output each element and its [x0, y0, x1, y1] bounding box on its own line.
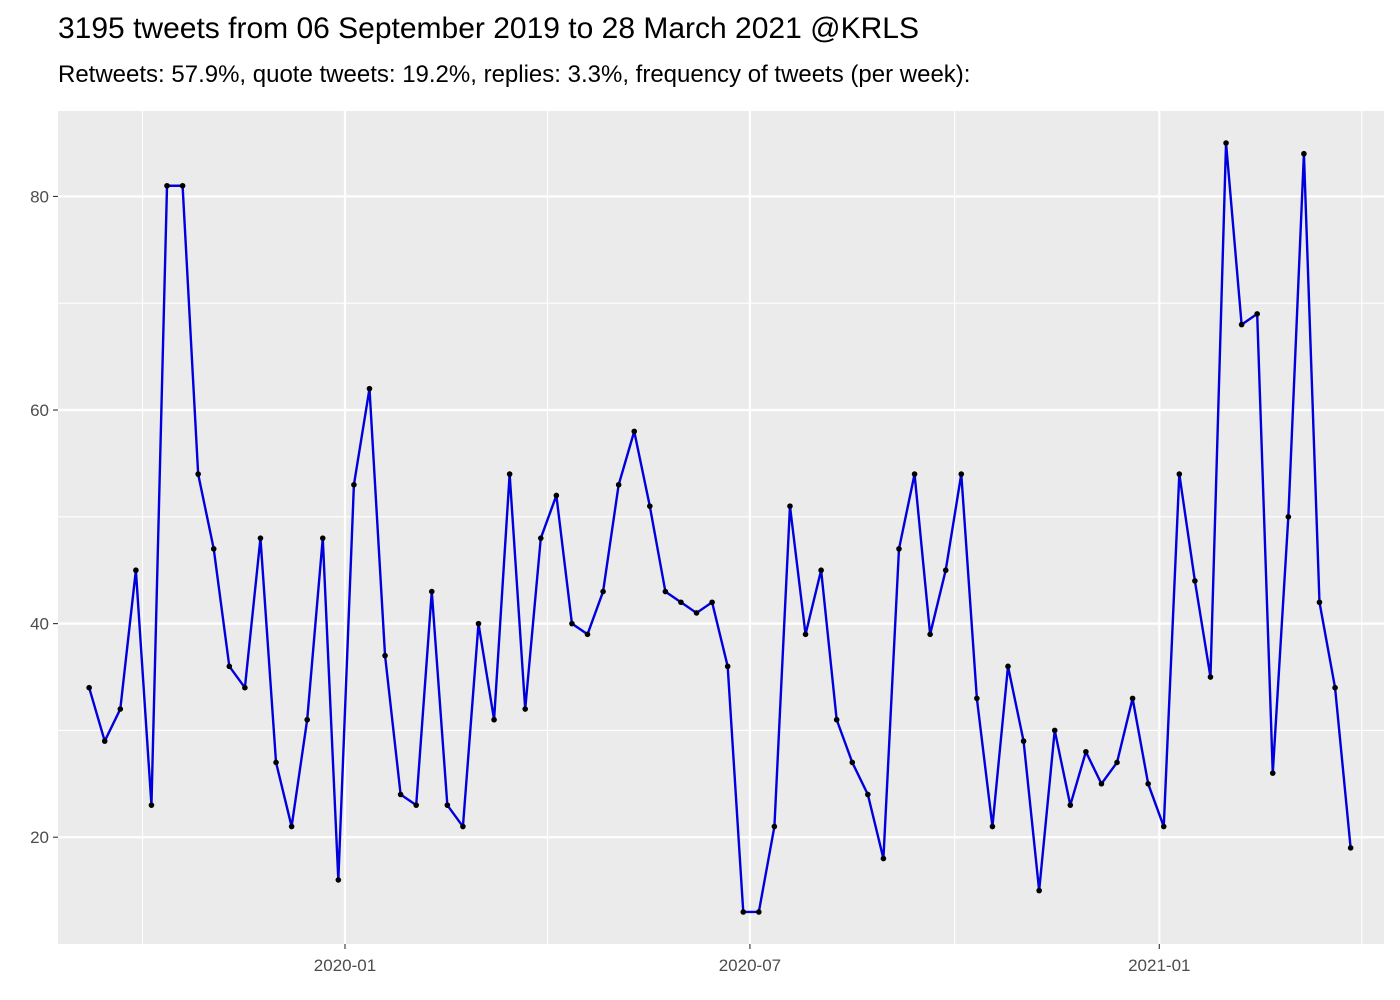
- data-point: [413, 802, 419, 808]
- data-point: [1129, 695, 1136, 702]
- data-point: [428, 588, 435, 595]
- data-point: [553, 492, 560, 499]
- y-tick-label: 20: [30, 828, 49, 847]
- data-point: [927, 631, 933, 638]
- data-point: [1332, 684, 1338, 691]
- data-point: [460, 823, 466, 830]
- data-point: [833, 716, 840, 723]
- data-point: [506, 471, 513, 477]
- data-point: [133, 567, 139, 574]
- data-point: [1207, 674, 1214, 680]
- data-point: [257, 535, 264, 541]
- data-point: [849, 759, 856, 766]
- data-point: [1145, 781, 1151, 787]
- data-point: [615, 481, 622, 488]
- data-point: [1238, 321, 1245, 328]
- data-point: [1269, 770, 1276, 776]
- data-point: [273, 759, 279, 766]
- data-point: [880, 855, 887, 862]
- data-point: [444, 802, 451, 808]
- y-tick-label: 60: [30, 401, 49, 420]
- data-point: [351, 481, 357, 488]
- data-point: [335, 877, 342, 883]
- data-point: [974, 695, 980, 702]
- y-tick-label: 40: [30, 615, 49, 634]
- data-point: [366, 385, 373, 392]
- data-point: [475, 620, 482, 627]
- data-point: [787, 503, 793, 509]
- data-point: [382, 652, 388, 659]
- data-point: [1005, 663, 1011, 670]
- data-point: [1083, 748, 1089, 755]
- data-point: [802, 631, 809, 638]
- data-point: [600, 588, 606, 595]
- data-point: [117, 706, 124, 712]
- data-point: [911, 471, 918, 477]
- data-point: [226, 663, 233, 670]
- data-point: [693, 610, 700, 616]
- data-point: [195, 471, 201, 477]
- data-point: [724, 663, 731, 670]
- data-point: [304, 716, 310, 723]
- x-tick-label: 2020-01: [314, 956, 376, 975]
- plot-panel: [58, 111, 1384, 944]
- data-point: [179, 182, 186, 189]
- data-point: [1223, 140, 1229, 146]
- data-point: [86, 684, 92, 691]
- data-point: [1316, 599, 1323, 606]
- data-point: [1285, 514, 1292, 520]
- x-tick-label: 2020-07: [719, 956, 781, 975]
- data-point: [319, 535, 326, 541]
- data-point: [662, 588, 669, 595]
- data-point: [1192, 578, 1198, 584]
- data-point: [989, 823, 996, 830]
- data-point: [288, 823, 295, 830]
- data-point: [896, 546, 902, 552]
- data-point: [1020, 738, 1027, 744]
- data-point: [740, 909, 747, 915]
- data-point: [569, 620, 575, 627]
- data-point: [1347, 845, 1354, 851]
- data-point: [865, 791, 871, 798]
- data-point: [647, 503, 653, 509]
- series-line: [87, 141, 1352, 914]
- data-point: [584, 631, 591, 638]
- data-point: [1254, 311, 1260, 317]
- data-point: [756, 909, 762, 915]
- data-point: [1114, 759, 1120, 766]
- data-point: [771, 823, 778, 830]
- data-point: [210, 546, 217, 552]
- data-point: [678, 599, 684, 606]
- data-point: [958, 471, 965, 477]
- data-point: [491, 716, 497, 723]
- data-point: [101, 738, 108, 744]
- chart-title: 3195 tweets from 06 September 2019 to 28…: [58, 12, 919, 45]
- data-point: [1051, 727, 1058, 734]
- data-point: [148, 802, 155, 808]
- data-point: [1036, 887, 1042, 894]
- data-point: [709, 599, 715, 606]
- data-point: [1176, 471, 1183, 477]
- data-point: [942, 567, 949, 574]
- data-point: [164, 182, 170, 189]
- data-point: [522, 706, 529, 712]
- data-point: [1301, 150, 1307, 157]
- data-point: [1160, 823, 1167, 830]
- data-point: [1098, 781, 1105, 787]
- y-tick-label: 80: [30, 187, 49, 206]
- data-point: [1067, 802, 1074, 808]
- chart-subtitle: Retweets: 57.9%, quote tweets: 19.2%, re…: [58, 61, 971, 88]
- data-point: [631, 428, 638, 435]
- data-point: [818, 567, 824, 574]
- data-point: [397, 791, 404, 798]
- data-point: [537, 535, 544, 541]
- x-tick-label: 2021-01: [1128, 956, 1190, 975]
- data-point: [242, 684, 248, 691]
